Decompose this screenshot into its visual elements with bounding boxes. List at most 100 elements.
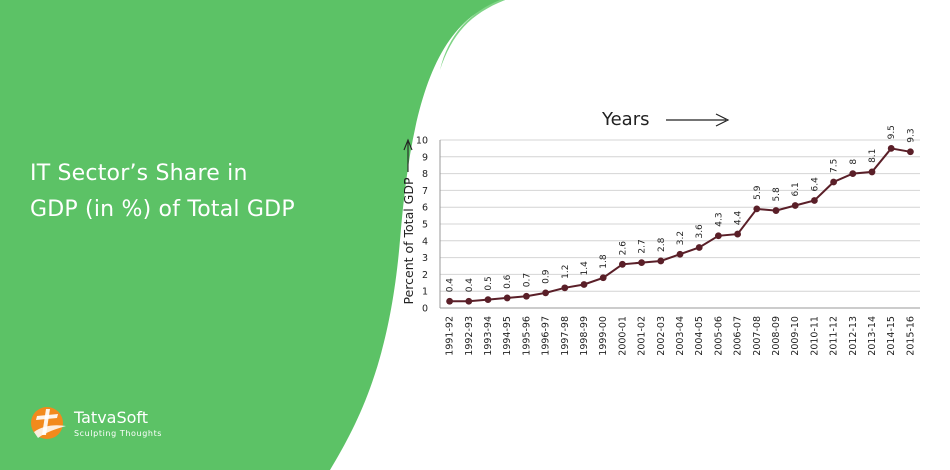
- headline: IT Sector’s Share in GDP (in %) of Total…: [30, 156, 410, 228]
- data-label: 0.4: [446, 278, 456, 293]
- x-tick-label: 1991-92: [445, 316, 456, 356]
- data-label: 3.6: [695, 224, 705, 239]
- y-tick-label: 4: [422, 236, 428, 247]
- data-point: [887, 145, 895, 152]
- data-label: 0.6: [503, 274, 513, 289]
- x-tick-label: 2015-16: [905, 316, 916, 356]
- data-point: [811, 197, 818, 204]
- data-label: 6.1: [791, 182, 801, 196]
- tatvasoft-logo-icon: [31, 407, 66, 439]
- x-tick-label: 2002-03: [656, 316, 667, 356]
- data-point: [446, 297, 453, 305]
- data-label: 3.2: [676, 231, 686, 245]
- x-tick-labels: 1991-92 1992-93 1993-94 1994-95 1995-96 1996-…: [445, 316, 917, 356]
- title-arrow: [666, 113, 730, 127]
- data-point: [619, 260, 626, 268]
- x-tick-label: 2014-15: [886, 316, 897, 356]
- data-point: [657, 257, 665, 265]
- grid-lines: [439, 139, 920, 309]
- data-label: 7.5: [830, 159, 840, 173]
- x-tick-label: 2008-09: [771, 316, 782, 356]
- data-labels: 0.4 0.4 0.5 0.6 0.7 0.9 1.2 1.4 1.8 2.6 2.7 2.8 3.2 3…: [446, 125, 917, 292]
- x-tick-label: 1995-96: [521, 316, 532, 356]
- data-label: 4.4: [734, 210, 744, 225]
- data-point: [907, 148, 914, 156]
- data-point: [638, 259, 645, 267]
- x-tick-label: 2009-10: [790, 316, 801, 356]
- data-point: [465, 297, 473, 305]
- y-tick-label: 7: [422, 186, 428, 197]
- data-point: [753, 205, 761, 213]
- data-label: 0.5: [484, 276, 494, 290]
- x-tick-label: 2011-12: [829, 316, 840, 356]
- data-point: [599, 274, 607, 282]
- y-tick-label: 6: [422, 203, 428, 214]
- y-axis-arrow: [403, 138, 413, 172]
- headline-line-1: IT Sector’s Share in: [30, 161, 248, 186]
- x-tick-label: 1994-95: [502, 316, 513, 356]
- data-point: [734, 230, 741, 238]
- x-tick-label: 2010-11: [809, 316, 820, 356]
- chart-title: Years: [601, 109, 650, 130]
- brand-name: TatvaSoft: [74, 407, 149, 427]
- y-tick-labels: 0 1 2 3 4 5 6 7 8 9 10: [416, 136, 428, 315]
- data-point: [695, 244, 703, 251]
- data-point: [715, 232, 722, 240]
- x-tick-label: 2007-08: [752, 316, 763, 356]
- data-label: 9.3: [906, 128, 916, 142]
- data-point: [523, 292, 530, 300]
- x-tick-label: 1996-97: [541, 316, 552, 356]
- data-label: 4.3: [714, 212, 724, 226]
- brand-logo[interactable]: TatvaSoft Sculpting Thoughts: [28, 402, 162, 444]
- x-tick-label: 2013-14: [867, 316, 878, 356]
- data-point: [561, 284, 569, 292]
- x-tick-label: 2004-05: [694, 316, 705, 356]
- x-tick-label: 1998-99: [579, 316, 590, 356]
- data-point: [830, 178, 837, 186]
- data-label: 5.9: [753, 185, 763, 200]
- x-tick-label: 1999-00: [598, 316, 609, 356]
- data-point: [484, 296, 492, 303]
- x-tick-label: 1997-98: [560, 316, 571, 356]
- x-tick-label: 2000-01: [617, 316, 628, 356]
- y-tick-label: 5: [422, 220, 428, 231]
- x-tick-label: 2005-06: [713, 316, 724, 356]
- data-label: 1.2: [561, 265, 571, 279]
- y-tick-label: 3: [422, 253, 428, 264]
- data-point: [676, 250, 684, 258]
- y-tick-label: 10: [416, 136, 428, 147]
- x-tick-label: 1992-93: [464, 316, 475, 356]
- data-label: 5.8: [772, 187, 782, 202]
- data-point: [503, 294, 511, 302]
- data-point: [580, 281, 588, 288]
- data-label: 9.5: [887, 125, 897, 139]
- white-panel: [330, 0, 950, 470]
- data-label: 8.1: [868, 149, 878, 163]
- y-tick-label: 0: [422, 304, 428, 315]
- data-label: 2.6: [618, 241, 628, 256]
- x-tick-label: 2012-13: [848, 316, 859, 356]
- x-tick-label: 1993-94: [483, 316, 494, 356]
- data-label: 2.8: [657, 237, 667, 252]
- data-label: 0.7: [522, 273, 532, 287]
- x-tick-label: 2003-04: [675, 316, 686, 356]
- data-point: [542, 289, 549, 297]
- y-tick-label: 1: [422, 287, 428, 298]
- data-label: 8: [849, 159, 859, 165]
- y-tick-label: 8: [422, 169, 428, 180]
- data-label: 0.9: [542, 269, 552, 284]
- data-point: [868, 168, 876, 176]
- series-line: [449, 147, 911, 303]
- data-point: [791, 202, 799, 209]
- data-point: [772, 207, 780, 214]
- x-tick-label: 2006-07: [733, 316, 744, 356]
- data-label: 0.4: [465, 278, 475, 293]
- data-label: 1.4: [580, 261, 590, 276]
- gdp-line-chart: Years Percent of Total GDP 012345678910 …: [401, 109, 920, 356]
- x-tick-label: 2001-02: [637, 316, 648, 356]
- data-label: 1.8: [599, 254, 609, 269]
- y-tick-label: 9: [422, 152, 428, 163]
- data-label: 2.7: [638, 239, 648, 253]
- data-point: [849, 170, 857, 177]
